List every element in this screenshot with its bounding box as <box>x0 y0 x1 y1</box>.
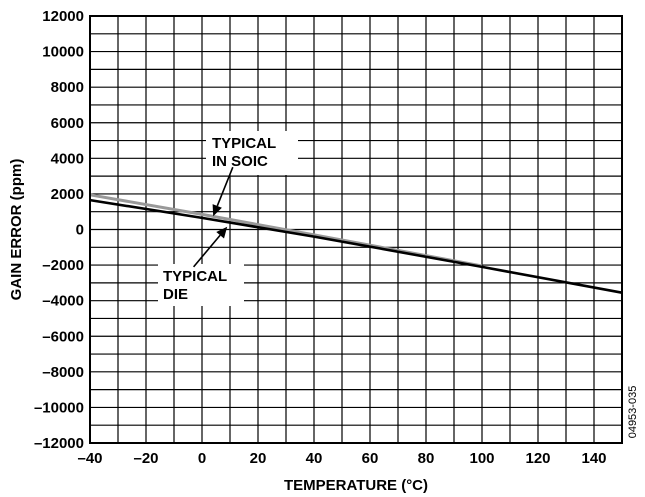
y-tick-label: –4000 <box>42 293 84 310</box>
grid <box>90 16 622 443</box>
x-tick-label: 140 <box>581 450 606 467</box>
series-line-1 <box>89 193 483 268</box>
x-tick-label: 120 <box>525 450 550 467</box>
plot-border <box>89 15 623 444</box>
x-tick-label: 100 <box>469 450 494 467</box>
y-tick-label: –2000 <box>42 257 84 274</box>
annotation-arrow-shaft <box>192 234 221 268</box>
x-tick-label: 60 <box>362 450 379 467</box>
y-tick-label: 12000 <box>42 8 84 25</box>
annotation-text: TYPICAL <box>212 135 276 152</box>
x-tick-label: –20 <box>133 450 158 467</box>
y-tick-label: –8000 <box>42 364 84 381</box>
y-tick-label: 8000 <box>51 79 84 96</box>
series-lines <box>89 193 623 294</box>
annotation-text: TYPICAL <box>163 268 227 285</box>
figure-id: 04953-035 <box>627 386 639 439</box>
annotation-arrow-head <box>216 226 228 239</box>
y-tick-label: 0 <box>76 222 84 239</box>
annotation-text: IN SOIC <box>212 153 268 170</box>
annotation-text: DIE <box>163 286 188 303</box>
x-tick-label: –40 <box>77 450 102 467</box>
annotation-arrow-head <box>212 204 222 217</box>
y-tick-label: –10000 <box>34 399 84 416</box>
y-tick-label: –6000 <box>42 328 84 345</box>
y-axis-ticks: 12000 10000 8000 6000 4000 2000 0 –2000 –4000 –60… <box>34 8 84 452</box>
y-tick-label: 10000 <box>42 44 84 61</box>
annotation-background <box>206 131 298 175</box>
x-tick-label: 40 <box>306 450 323 467</box>
x-tick-label: 0 <box>198 450 206 467</box>
y-tick-label: 2000 <box>51 186 84 203</box>
plot-frame <box>89 15 623 444</box>
y-axis-title: GAIN ERROR (ppm) <box>8 159 25 301</box>
x-axis-ticks: –40 –20 0 20 40 60 80 100 120 140 <box>77 450 606 467</box>
y-tick-label: –12000 <box>34 435 84 452</box>
x-tick-label: 20 <box>250 450 267 467</box>
x-tick-label: 80 <box>418 450 435 467</box>
annotation-background <box>158 264 244 306</box>
series-line-2 <box>89 198 623 294</box>
y-tick-label: 4000 <box>51 150 84 167</box>
x-axis-title: TEMPERATURE (°C) <box>284 477 428 494</box>
annotation-arrow-shaft <box>216 166 234 207</box>
y-tick-label: 6000 <box>51 115 84 132</box>
